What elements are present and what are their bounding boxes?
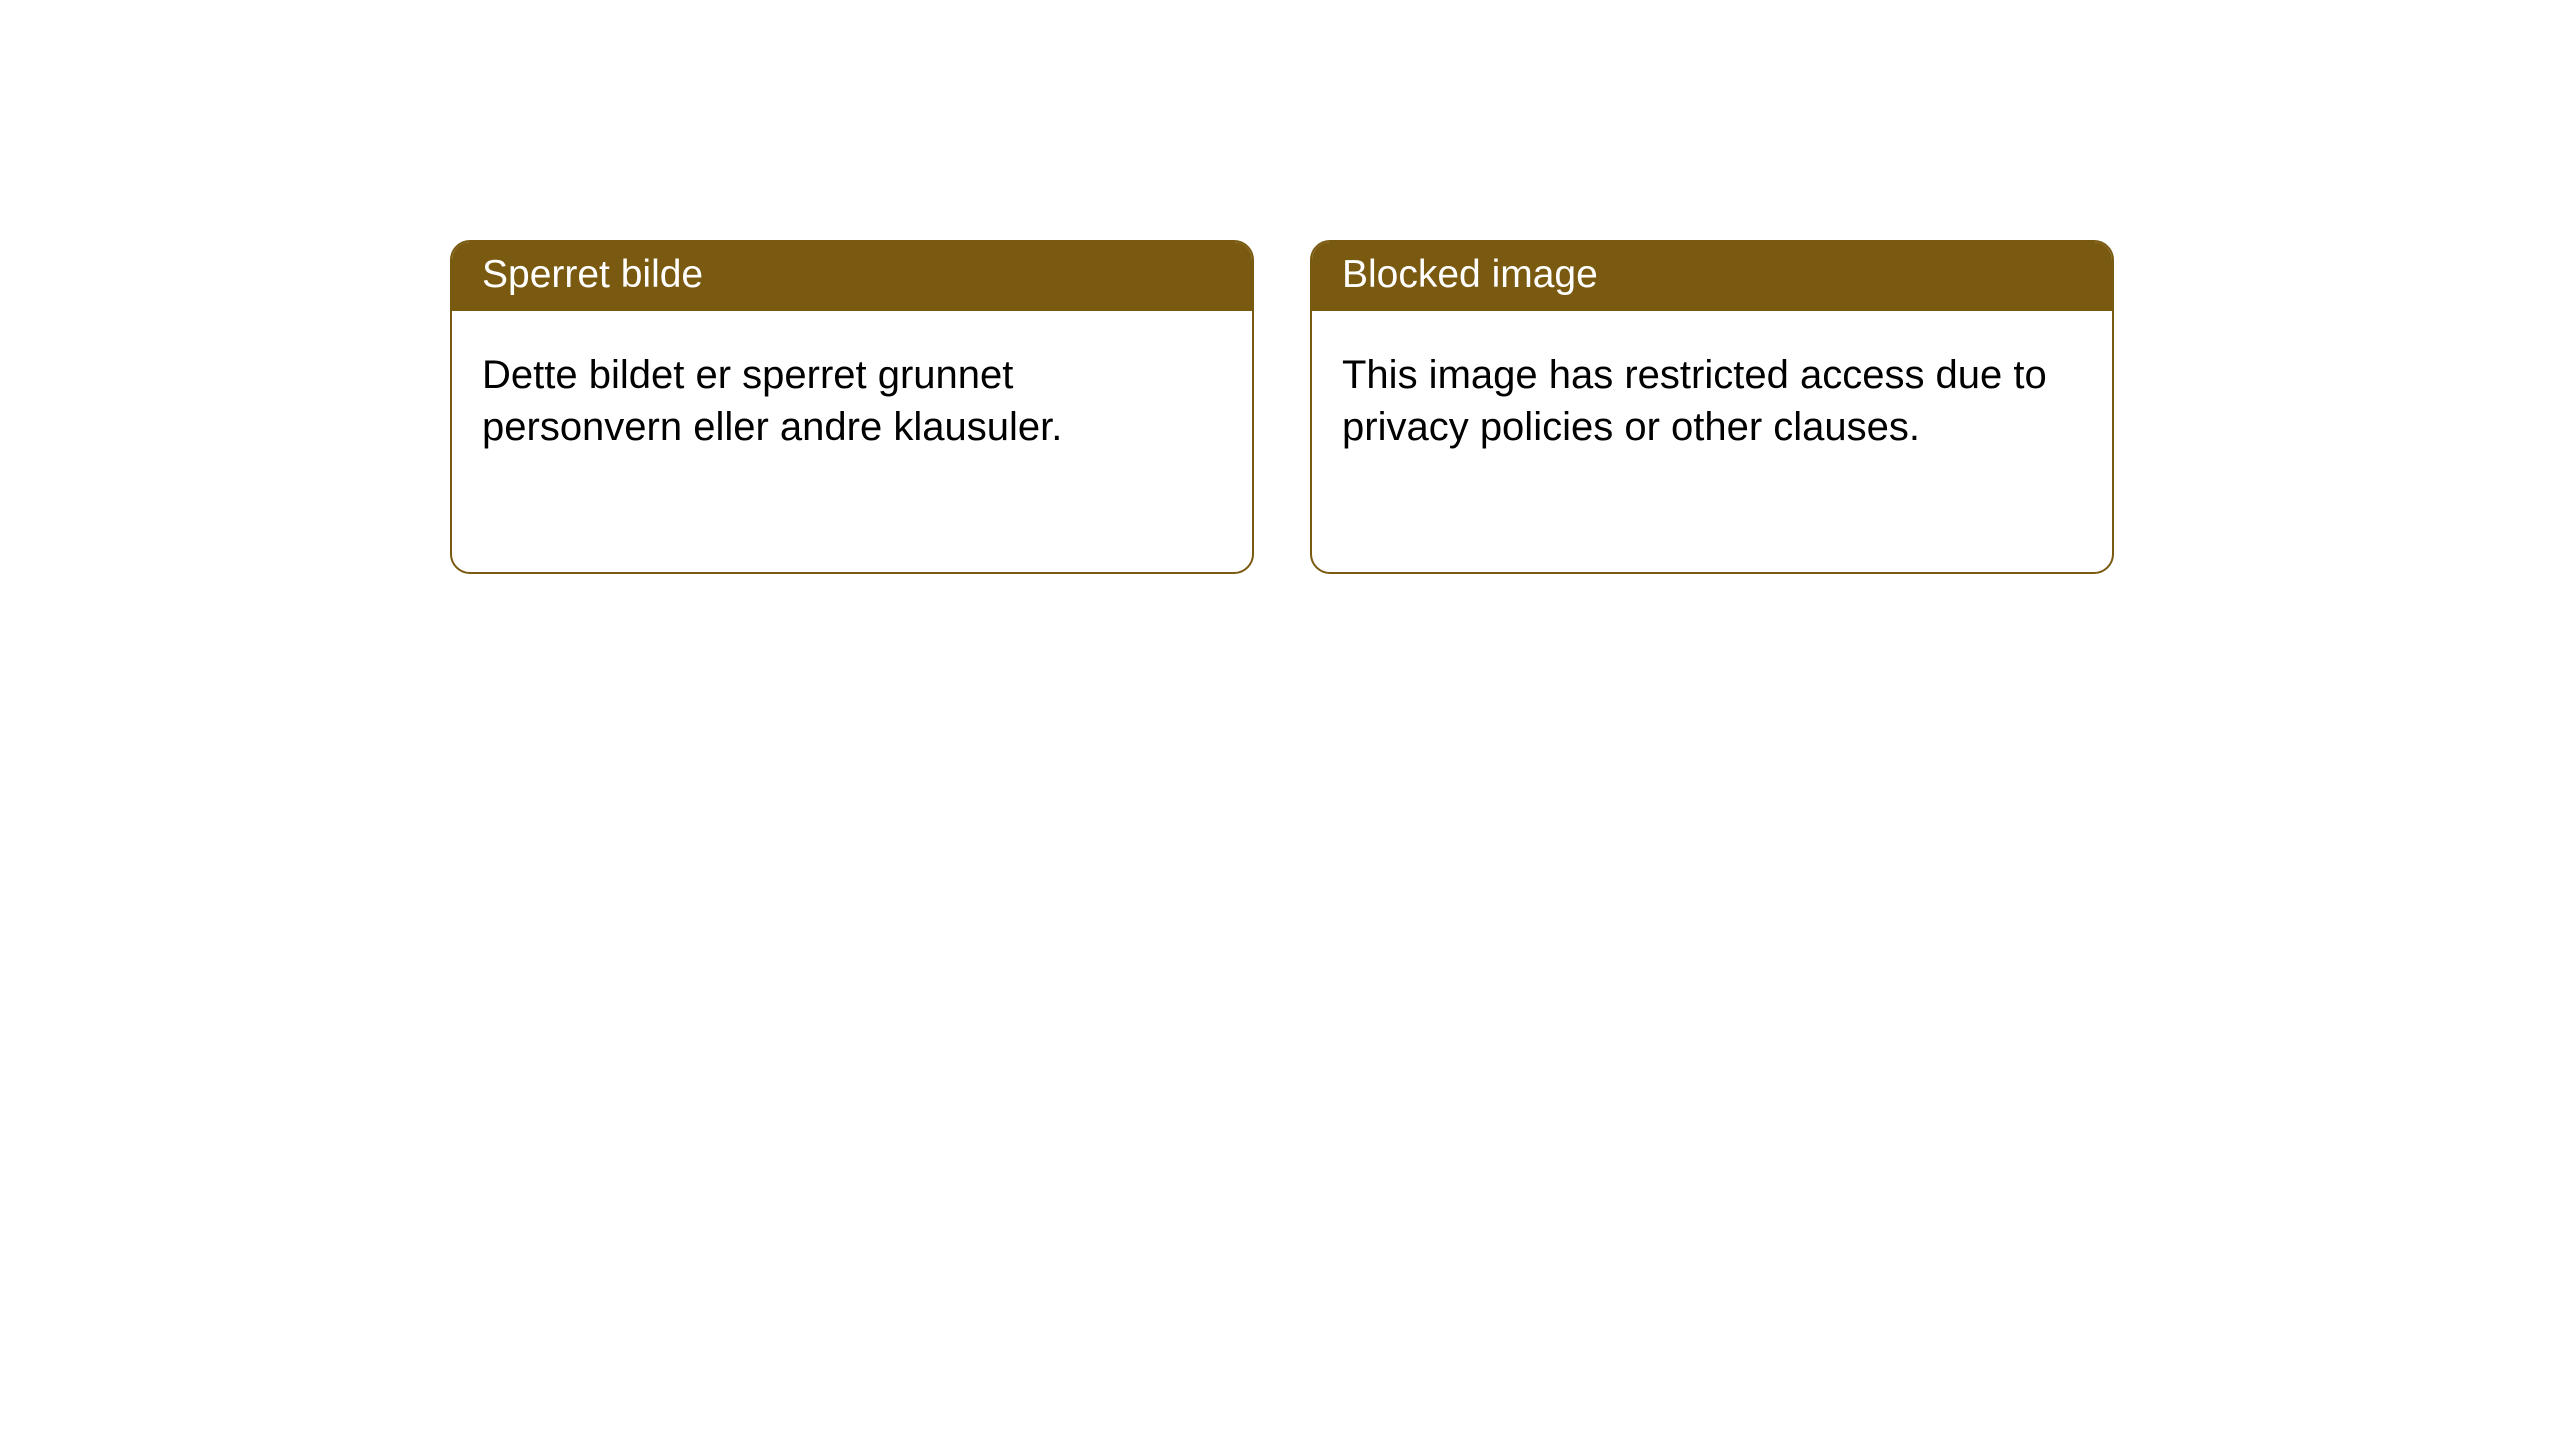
notice-body: Dette bildet er sperret grunnet personve…: [452, 311, 1252, 485]
notice-title: Sperret bilde: [452, 242, 1252, 311]
notice-title: Blocked image: [1312, 242, 2112, 311]
notice-card-norwegian: Sperret bilde Dette bildet er sperret gr…: [450, 240, 1254, 574]
notice-container: Sperret bilde Dette bildet er sperret gr…: [0, 0, 2560, 574]
notice-body: This image has restricted access due to …: [1312, 311, 2112, 485]
notice-card-english: Blocked image This image has restricted …: [1310, 240, 2114, 574]
